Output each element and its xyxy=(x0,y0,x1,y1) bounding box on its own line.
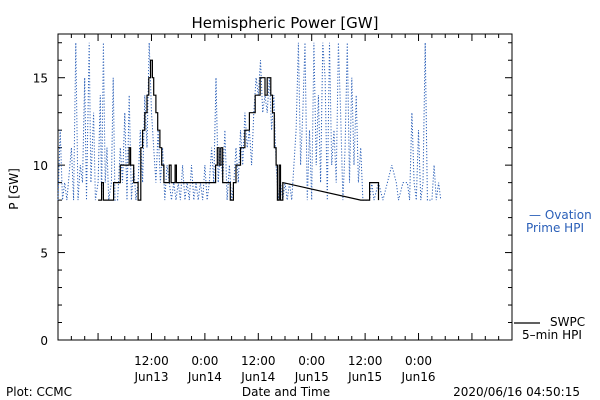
legend: — Ovation Prime HPI SWPC 5–min HPI xyxy=(514,208,592,342)
plot-frame xyxy=(57,33,513,341)
legend-ovation-label-2: Prime HPI xyxy=(526,221,584,235)
x-tick-label: 0:00 xyxy=(298,354,325,368)
x-tick-label: 0:00 xyxy=(405,354,432,368)
x-tick-label: Jun15 xyxy=(294,370,329,384)
legend-swpc-label: SWPC xyxy=(550,315,585,329)
x-tick-label: Jun14 xyxy=(187,370,222,384)
x-tick-label: 12:00 xyxy=(134,354,169,368)
y-axis: 0 5 10 15 xyxy=(33,42,512,348)
y-tick-label: 15 xyxy=(33,72,48,86)
x-axis: 12:00 Jun13 0:00 Jun14 12:00 Jun14 0:00 Jun15 12… xyxy=(70,34,500,384)
series-line-swpc xyxy=(98,59,380,201)
x-tick-label: Jun14 xyxy=(240,370,275,384)
x-axis-label: Date and Time xyxy=(242,385,330,399)
chart-title: Hemispheric Power [GW] xyxy=(192,14,379,32)
footer-timestamp: 2020/06/16 04:50:15 xyxy=(453,385,580,399)
legend-ovation-label: — Ovation xyxy=(529,208,592,222)
x-tick-label: Jun13 xyxy=(133,370,168,384)
legend-swpc-label-2: 5–min HPI xyxy=(522,328,582,342)
series-layer xyxy=(57,42,442,201)
y-tick-label: 5 xyxy=(40,247,48,261)
y-tick-label: 10 xyxy=(33,159,48,173)
x-tick-label: 0:00 xyxy=(191,354,218,368)
plot-area xyxy=(57,33,513,341)
x-tick-label: Jun16 xyxy=(401,370,436,384)
y-axis-label: P [GW] xyxy=(7,168,21,210)
series-line-ovation xyxy=(57,42,442,201)
footer-plot-credit: Plot: CCMC xyxy=(6,385,72,399)
x-tick-label: 12:00 xyxy=(348,354,383,368)
x-tick-label: 12:00 xyxy=(241,354,276,368)
y-tick-label: 0 xyxy=(40,334,48,348)
x-tick-label: Jun15 xyxy=(347,370,382,384)
